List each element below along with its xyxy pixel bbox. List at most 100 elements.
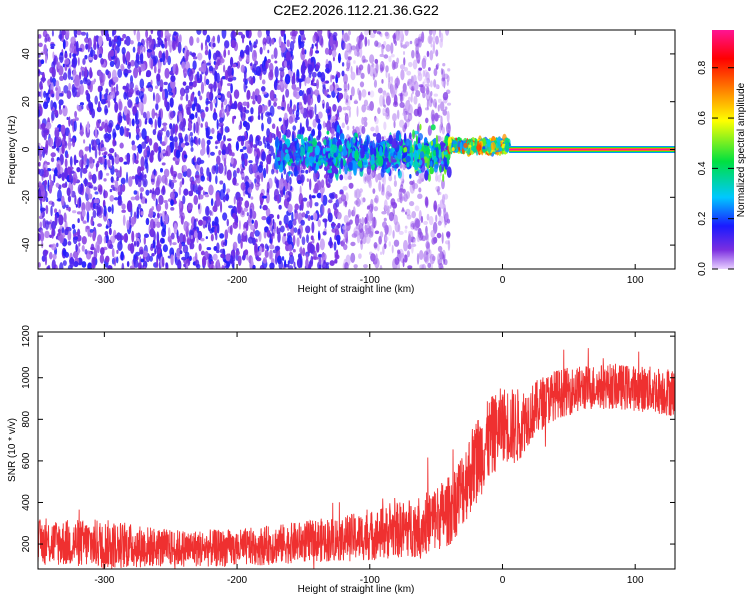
- spectrogram-cell: [322, 231, 327, 236]
- spectrogram-cell: [195, 164, 200, 172]
- spectrogram-cell: [296, 101, 300, 113]
- snr-x-tick-label: 100: [627, 575, 644, 586]
- spectrogram-cell: [51, 243, 57, 251]
- spectrogram-cell: [200, 237, 205, 242]
- spectrogram-cell: [246, 54, 250, 63]
- spectrogram-cell: [422, 69, 425, 78]
- spectrogram-cell: [388, 134, 393, 145]
- spectrogram-cell: [164, 37, 167, 42]
- spectrogram-cell: [129, 265, 136, 269]
- spectrogram-cell: [236, 167, 240, 174]
- spectrogram-cell: [276, 84, 281, 91]
- spectrogram-cell: [192, 56, 198, 60]
- spectrogram-cell: [122, 33, 127, 39]
- spectrogram-cell: [173, 31, 178, 36]
- spectrogram-cell: [179, 243, 183, 249]
- spectrogram-cell: [259, 246, 263, 254]
- spectrogram-cell: [143, 174, 147, 179]
- spectrogram-cell: [145, 147, 150, 151]
- spectrogram-x-tick-label: 0: [500, 275, 506, 286]
- spectrogram-cell: [405, 100, 411, 112]
- spectrogram-cell: [163, 168, 170, 178]
- spectrogram-cell: [50, 89, 54, 94]
- spectrogram-cell: [268, 244, 275, 250]
- spectrogram-cell: [326, 136, 329, 147]
- spectrogram-cell: [164, 97, 168, 108]
- spectrogram-cell: [289, 99, 293, 108]
- spectrogram-cell: [305, 253, 309, 261]
- spectrogram-cell: [306, 178, 310, 182]
- spectrogram-cell: [51, 220, 57, 231]
- spectrogram-cell: [415, 90, 421, 97]
- spectrogram-cell: [388, 55, 392, 63]
- spectrogram-cell: [410, 151, 413, 162]
- spectrogram-cell: [115, 83, 119, 93]
- spectrogram-cell: [283, 259, 287, 268]
- spectrogram-cell: [358, 34, 365, 41]
- spectrogram-cell: [152, 221, 156, 229]
- spectrogram-cell: [439, 251, 445, 260]
- spectrogram-cell: [261, 79, 266, 85]
- spectrogram-cell: [282, 123, 286, 135]
- spectrogram-cell: [299, 146, 305, 157]
- spectrogram-cell: [142, 250, 148, 258]
- spectrogram-cell: [435, 49, 439, 57]
- spectrogram-cell: [127, 63, 131, 70]
- spectrogram-cell: [250, 196, 254, 200]
- spectrogram-cell: [416, 52, 421, 64]
- spectrogram-cell: [381, 136, 385, 140]
- spectrogram-cell: [417, 227, 422, 239]
- spectrogram-cell: [175, 35, 179, 48]
- spectrogram-cell: [64, 158, 68, 168]
- spectrogram-cell: [372, 140, 375, 150]
- spectrogram-cell: [257, 115, 261, 120]
- spectrogram-cell: [268, 250, 274, 260]
- snr-y-tick-label: 200: [21, 535, 32, 552]
- spectrogram-cell: [55, 80, 60, 88]
- spectrogram-cell: [424, 254, 430, 264]
- spectrogram-cell: [329, 139, 332, 148]
- spectrogram-cell: [372, 73, 375, 81]
- spectrogram-cell: [315, 79, 320, 90]
- spectrogram-cell: [416, 252, 420, 265]
- spectrogram-cell: [317, 111, 323, 119]
- spectrogram-y-tick-label: 0: [21, 146, 32, 152]
- spectrogram-cell: [437, 185, 440, 196]
- spectrogram-cell: [40, 59, 45, 65]
- spectrogram-cell: [255, 39, 258, 45]
- spectrogram-cell: [427, 262, 432, 268]
- spectrogram-cell: [371, 147, 375, 155]
- spectrogram-cell: [269, 262, 275, 269]
- spectrogram-cell: [308, 108, 314, 119]
- spectrogram-cell: [176, 114, 179, 124]
- spectrogram-cell: [139, 249, 144, 255]
- spectrogram-x-tick-label: 100: [627, 275, 644, 286]
- spectrogram-cell: [199, 73, 203, 83]
- spectrogram-cell: [197, 52, 203, 61]
- spectrogram-cell: [435, 83, 439, 90]
- spectrogram-cell: [208, 49, 212, 61]
- spectrogram-cell: [92, 158, 95, 164]
- spectrogram-cell: [433, 68, 438, 77]
- spectrogram-cell: [196, 71, 200, 82]
- spectrogram-cell: [327, 212, 333, 223]
- spectrogram-cell: [89, 232, 92, 238]
- spectrogram-cell: [187, 99, 191, 107]
- spectrogram-cell: [38, 161, 41, 167]
- spectrogram-cell: [394, 221, 400, 233]
- spectrogram-cell: [171, 39, 176, 52]
- spectrogram-cell: [241, 153, 245, 162]
- spectrogram-y-tick-label: -40: [21, 237, 32, 252]
- spectrogram-cell: [108, 227, 112, 236]
- spectrogram-cell: [189, 51, 192, 56]
- spectrogram-cell: [86, 121, 90, 134]
- spectrogram-cell: [247, 236, 254, 244]
- spectrogram-cell: [308, 194, 312, 200]
- spectrogram-cell: [194, 252, 198, 262]
- spectrogram-cell: [388, 211, 394, 222]
- spectrogram-cell: [406, 250, 410, 258]
- spectrogram-cell: [293, 104, 297, 112]
- spectrogram-cell: [310, 215, 314, 221]
- spectrogram-cell: [89, 67, 93, 79]
- spectrogram-cell: [164, 67, 170, 79]
